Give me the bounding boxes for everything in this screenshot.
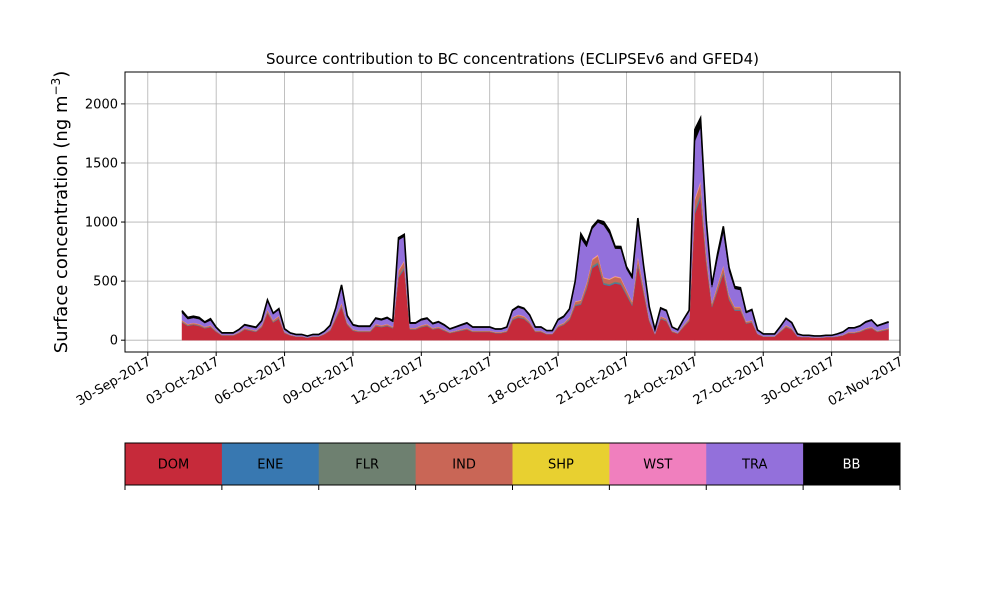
legend-swatch-wst: [609, 443, 707, 485]
y-axis-label-close: ): [51, 71, 72, 78]
x-tick-label: 03-Oct-2017: [144, 354, 222, 408]
area-ind: [181, 183, 889, 338]
legend-swatch-bb: [803, 443, 901, 485]
legend-label-ene: ENE: [257, 458, 283, 473]
legend-swatch-ene: [221, 443, 320, 485]
legend-label-tra: TRA: [741, 458, 767, 473]
x-tick-label: 30-Oct-2017: [759, 354, 837, 408]
legend-label-dom: DOM: [158, 458, 189, 473]
y-tick-label: 500: [93, 275, 118, 290]
legend-swatch-ind: [415, 443, 513, 485]
area-flr: [181, 193, 889, 338]
y-tick-label: 1500: [85, 156, 118, 171]
legend-label-flr: FLR: [355, 458, 379, 473]
area-shp: [181, 182, 889, 338]
legend-swatch-flr: [318, 443, 417, 485]
legend-swatch-dom: [125, 443, 223, 485]
x-tick-label: 27-Oct-2017: [691, 354, 769, 408]
x-tick-label: 24-Oct-2017: [622, 354, 700, 408]
legend-label-shp: SHP: [548, 458, 574, 473]
legend-label-ind: IND: [452, 458, 476, 473]
y-tick-label: 1000: [85, 216, 118, 231]
y-axis-label: Surface concentration (ng m−3): [49, 71, 72, 354]
x-tick-label: 18-Oct-2017: [486, 354, 564, 408]
x-tick-label: 02-Nov-2017: [826, 354, 906, 409]
x-axis-ticks: 30-Sep-201703-Oct-201706-Oct-201709-Oct-…: [74, 352, 906, 409]
y-tick-label: 2000: [85, 97, 118, 112]
y-axis-label-sup: −3: [49, 78, 63, 96]
plot-frame: [124, 71, 901, 353]
area-tra: [181, 127, 889, 338]
y-tick-label: 0: [110, 334, 118, 349]
area-dom: [181, 198, 889, 341]
x-tick-label: 06-Oct-2017: [212, 354, 290, 408]
total-outline: [181, 114, 889, 337]
area-ene: [181, 196, 889, 339]
x-tick-label: 15-Oct-2017: [417, 354, 495, 408]
chart-title: Source contribution to BC concentrations…: [266, 50, 759, 68]
y-axis-ticks: 0 500 1000 1500 2000: [85, 97, 125, 349]
legend: DOM ENE FLR IND SHP WST TRA BB: [124, 442, 901, 490]
legend-swatch-tra: [706, 443, 804, 485]
legend-label-wst: WST: [643, 458, 672, 473]
y-axis-label-main: Surface concentration (ng m: [51, 95, 72, 353]
legend-label-bb: BB: [843, 458, 861, 473]
x-tick-label: 12-Oct-2017: [349, 354, 427, 408]
x-tick-label: 09-Oct-2017: [281, 354, 359, 408]
axes: [124, 71, 901, 353]
area-bb: [181, 117, 889, 337]
x-tick-label: 21-Oct-2017: [554, 354, 632, 408]
stacked-areas: [181, 114, 889, 341]
area-wst: [181, 180, 889, 338]
x-tick-label: 30-Sep-2017: [74, 354, 154, 409]
legend-swatch-shp: [512, 443, 610, 485]
